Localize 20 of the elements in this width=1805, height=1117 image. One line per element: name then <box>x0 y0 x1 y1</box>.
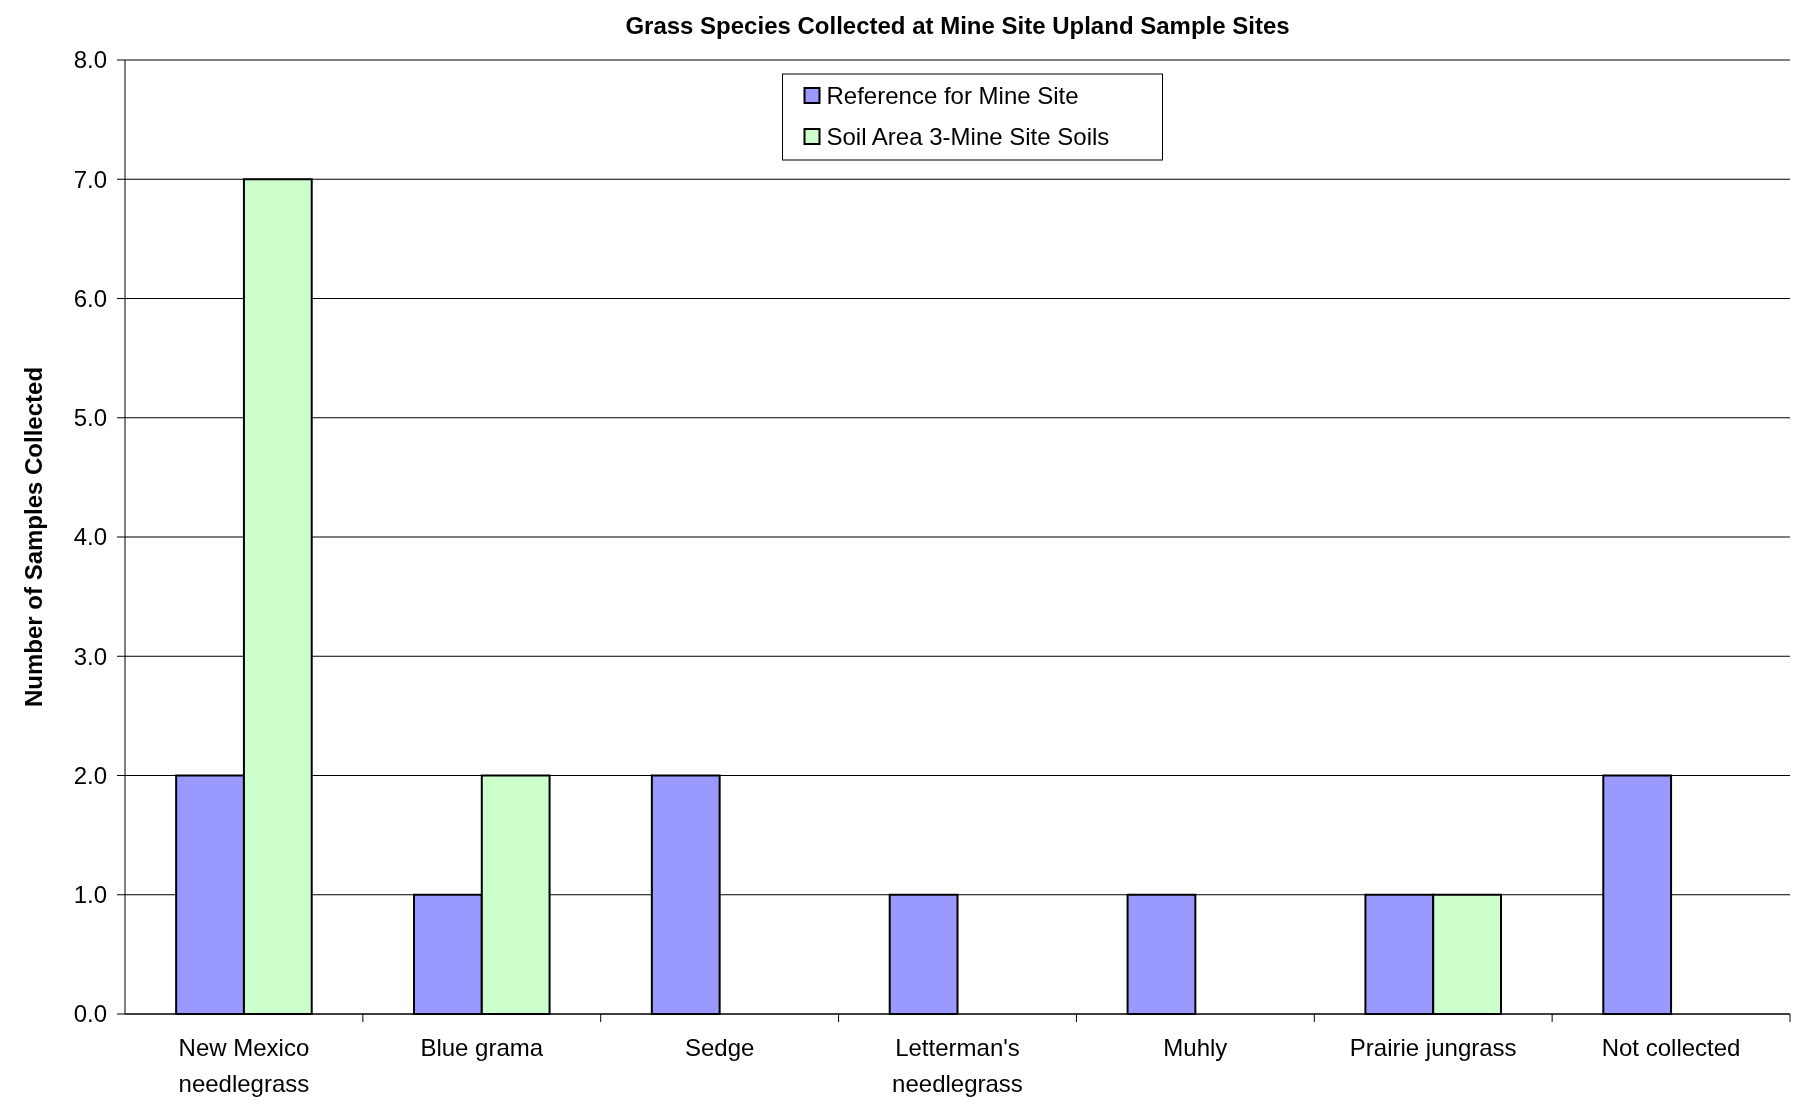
y-tick-label: 4.0 <box>73 523 107 551</box>
x-tick-label: Prairie jungrass <box>1349 1034 1517 1061</box>
y-tick-label: 3.0 <box>73 642 107 670</box>
y-tick-label: 8.0 <box>73 46 107 74</box>
x-tick-label: New Mexico needlegrass <box>178 1034 310 1097</box>
legend-label: Reference for Mine Site <box>826 82 1079 110</box>
y-tick-label: 7.0 <box>73 165 107 193</box>
x-tick-label: Letterman's needlegrass <box>892 1034 1023 1097</box>
y-tick-label: 0.0 <box>73 1000 107 1028</box>
y-axis-title: Number of Samples Collected <box>20 366 47 708</box>
x-tick-label: Muhly <box>1163 1034 1228 1061</box>
y-tick-label: 1.0 <box>73 881 107 909</box>
legend-label: Soil Area 3-Mine Site Soils <box>826 123 1110 151</box>
x-tick-label: Sedge <box>684 1034 755 1061</box>
y-tick-label: 5.0 <box>73 404 107 432</box>
y-tick-label: 2.0 <box>73 761 107 789</box>
chart-title: Grass Species Collected at Mine Site Upland Sample Sites <box>625 12 1290 39</box>
y-tick-label: 6.0 <box>73 284 107 312</box>
x-tick-label: Blue grama <box>420 1034 544 1061</box>
x-tick-label: Not collected <box>1601 1034 1741 1061</box>
